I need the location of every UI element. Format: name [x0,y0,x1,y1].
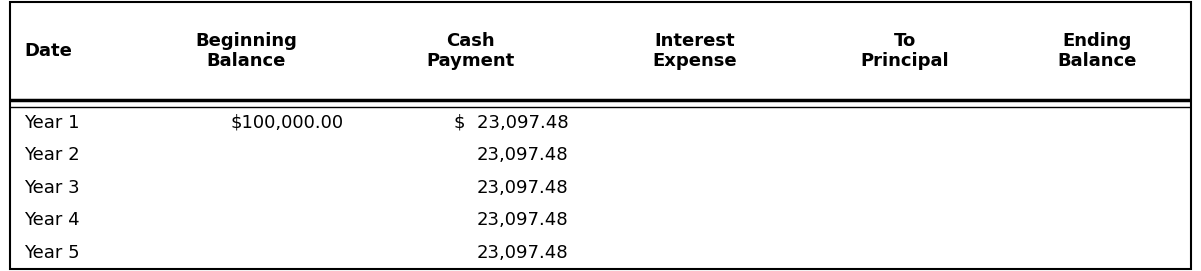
Text: To
Principal: To Principal [860,32,949,70]
Text: Year 2: Year 2 [24,146,79,164]
Text: Year 5: Year 5 [24,244,79,262]
Text: Year 4: Year 4 [24,211,79,229]
Text: 23,097.48: 23,097.48 [477,244,568,262]
Text: $100,000.00: $100,000.00 [231,114,343,132]
Text: Cash
Payment: Cash Payment [426,32,515,70]
Text: Beginning
Balance: Beginning Balance [195,32,297,70]
Text: $  23,097.48: $ 23,097.48 [454,114,568,132]
Text: Year 1: Year 1 [24,114,79,132]
Text: Year 3: Year 3 [24,179,79,197]
Text: Interest
Expense: Interest Expense [652,32,737,70]
Text: Date: Date [24,42,72,60]
Text: Ending
Balance: Ending Balance [1057,32,1136,70]
Text: 23,097.48: 23,097.48 [477,211,568,229]
Text: 23,097.48: 23,097.48 [477,146,568,164]
Text: 23,097.48: 23,097.48 [477,179,568,197]
